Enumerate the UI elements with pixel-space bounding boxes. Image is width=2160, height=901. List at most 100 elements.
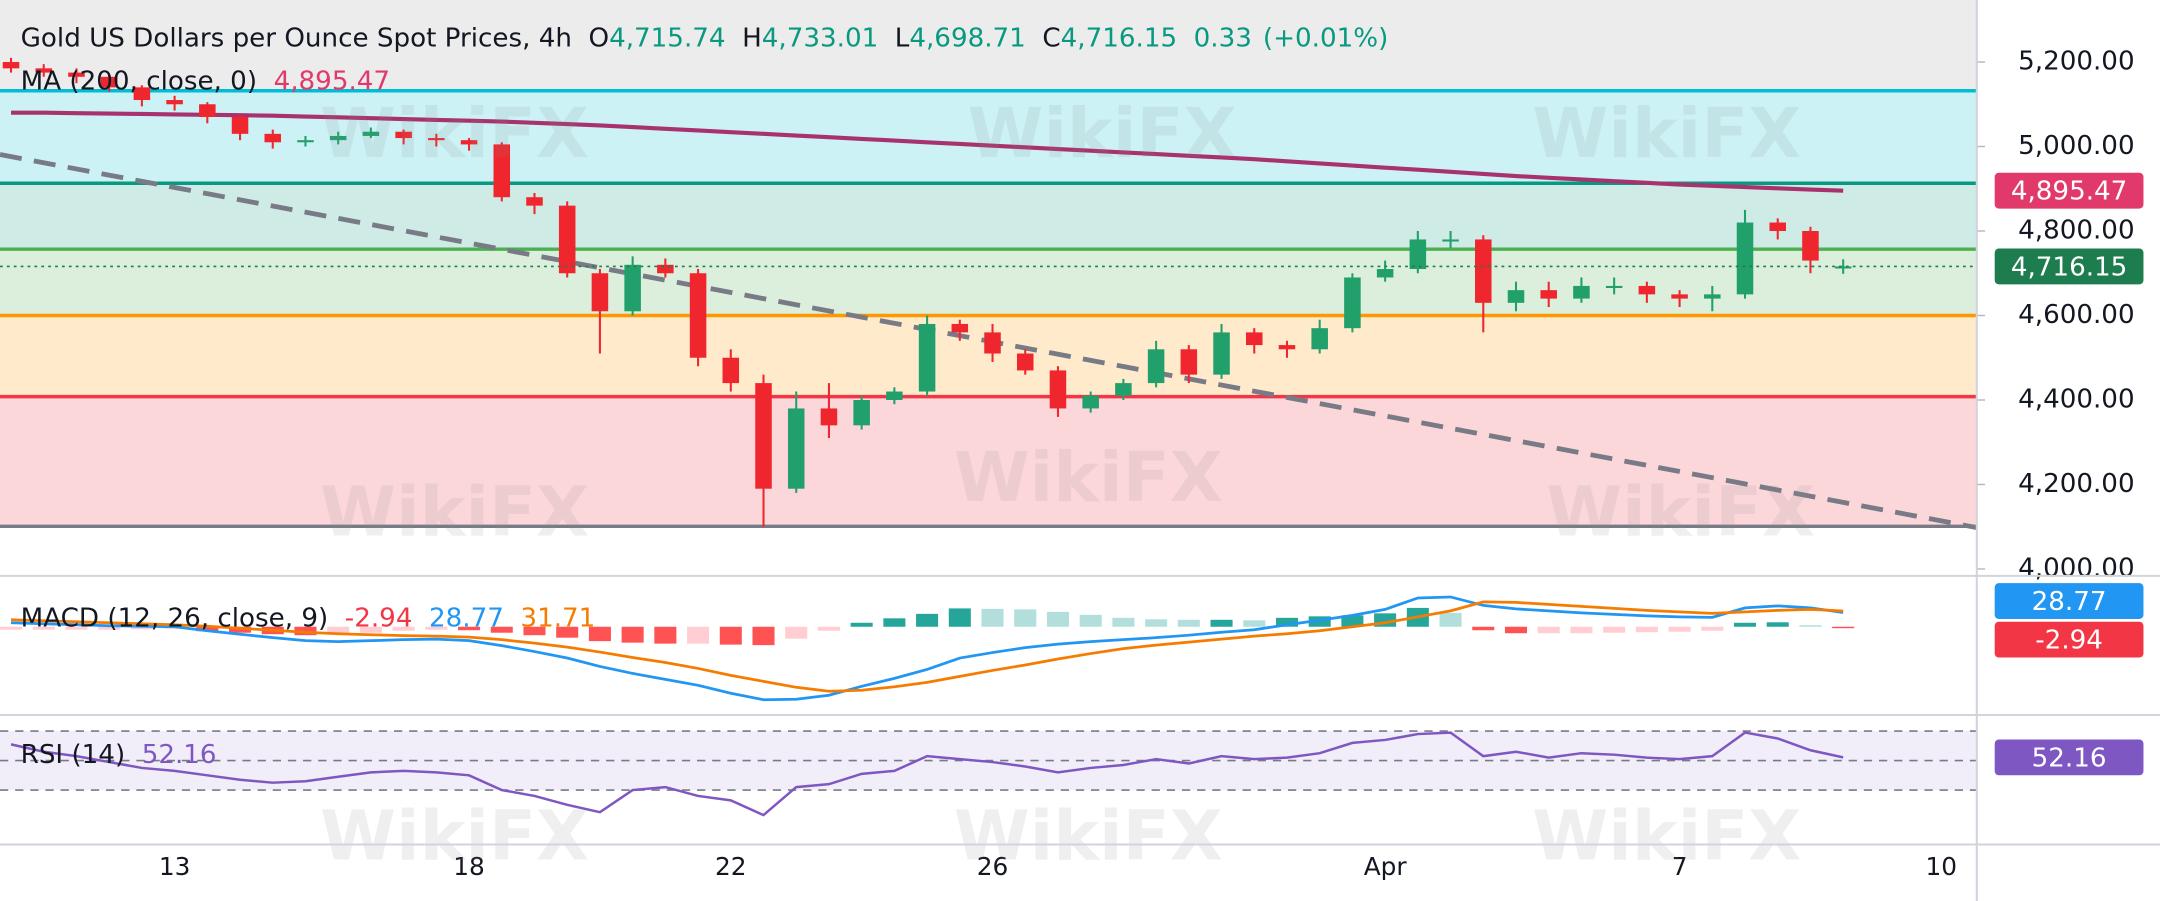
- candle-body: [984, 332, 1001, 354]
- chart-title: Gold US Dollars per Ounce Spot Prices, 4…: [21, 23, 572, 53]
- candle-body: [1442, 239, 1459, 242]
- ma-legend: MA (200, close, 0) 4,895.47: [21, 66, 390, 96]
- candle-body: [199, 104, 216, 117]
- level-band: [0, 183, 1977, 250]
- candle-body: [1507, 290, 1525, 303]
- candle-body: [1573, 285, 1590, 299]
- marks: 13 18 22 26 Apr 7 10 4,000.00 4,200.00 4,400.00 4,…: [0, 47, 2135, 881]
- histogram-bar: [32, 626, 55, 630]
- histogram-bar: [1243, 620, 1266, 627]
- candle-body: [1147, 349, 1165, 384]
- level-band: [0, 315, 1977, 397]
- histogram-bar: [588, 626, 611, 642]
- y-tick-label: 4,600.00: [2018, 300, 2134, 330]
- candle-body: [1082, 395, 1099, 409]
- watermark: WikiFX: [967, 94, 1236, 174]
- signal-value: 31.71: [520, 603, 595, 633]
- ohlc-value: 4,698.71: [909, 23, 1025, 53]
- candle-body: [297, 140, 314, 143]
- candle-body: [1049, 370, 1067, 409]
- candle-body: [591, 273, 609, 312]
- candle-body: [1016, 353, 1034, 371]
- candle-body: [1376, 269, 1394, 278]
- candle-body: [558, 205, 576, 274]
- candle-body: [1245, 332, 1263, 346]
- histogram-bar: [785, 626, 808, 639]
- candle-body: [1802, 231, 1819, 261]
- histogram-bar: [850, 622, 873, 627]
- candle-body: [1704, 294, 1721, 299]
- candle-body: [624, 264, 641, 312]
- x-tick-label: Apr: [1364, 852, 1408, 881]
- y-tick-label: 4,800.00: [2018, 216, 2134, 246]
- price-badge-label: -2.94: [2035, 626, 2103, 656]
- histogram-bar: [621, 626, 644, 643]
- histogram-bar: [1766, 622, 1789, 627]
- candle-body: [1344, 277, 1361, 329]
- histogram-bar: [1603, 626, 1626, 633]
- candle-body: [68, 72, 85, 77]
- histogram-bar: [490, 626, 513, 633]
- histogram-bar: [1014, 609, 1037, 627]
- histogram-bar: [948, 608, 971, 627]
- histogram-bar: [981, 608, 1004, 627]
- y-tick-label: 4,400.00: [2018, 384, 2134, 414]
- candle-body: [100, 76, 118, 88]
- histogram-bar: [1733, 622, 1757, 627]
- x-tick-label: 26: [977, 852, 1009, 881]
- ohlc-value: 4,715.74: [609, 23, 725, 53]
- histogram-bar: [817, 626, 840, 631]
- histogram-bar: [523, 626, 546, 636]
- candle-body: [1180, 349, 1198, 375]
- histogram-bar: [1537, 626, 1560, 634]
- ohlc-value: 4,733.01: [762, 23, 878, 53]
- candle-body: [231, 116, 249, 134]
- candle-body: [722, 357, 740, 384]
- candle-body: [1671, 294, 1688, 299]
- histogram-bar: [1275, 617, 1298, 627]
- price-badge: [1994, 248, 2144, 285]
- watermark: WikiFX: [320, 473, 589, 553]
- signal-line: [10, 600, 1844, 693]
- x-tick-label: 18: [453, 852, 485, 881]
- candle-body: [35, 68, 53, 73]
- price-badge: [1994, 621, 2144, 658]
- candle-body: [460, 140, 478, 145]
- candle-body: [133, 87, 151, 101]
- price-badge-label: 52.16: [2032, 743, 2107, 773]
- macd-hist-value: -2.94: [345, 603, 413, 633]
- candle-body: [526, 197, 543, 206]
- histogram-bar: [359, 626, 382, 633]
- ohlc-value: 4,716.15: [1061, 23, 1177, 53]
- histogram-bar: [98, 626, 121, 630]
- ohlc-key: C: [1042, 23, 1060, 53]
- candle-body: [329, 135, 347, 141]
- price-badge: [1994, 172, 2144, 209]
- histogram-bar: [1504, 626, 1528, 634]
- candle-body: [689, 273, 707, 358]
- histogram-bar: [719, 626, 742, 645]
- candle-body: [166, 100, 183, 105]
- histogram-bar: [1570, 626, 1593, 634]
- level-band: [0, 396, 1977, 527]
- watermark: WikiFX: [954, 796, 1223, 876]
- histogram-bar: [1799, 625, 1822, 627]
- x-tick-label: 22: [715, 852, 747, 881]
- rsi-legend: RSI (14) 52.16: [21, 739, 217, 769]
- candle-body: [1213, 332, 1230, 375]
- candle-body: [362, 131, 380, 136]
- x-tick-label: 7: [1672, 852, 1688, 881]
- candle-body: [264, 133, 282, 143]
- histogram-bar: [458, 626, 481, 631]
- price-badge-label: 28.77: [2032, 587, 2107, 617]
- histogram-bar: [556, 626, 579, 638]
- histogram-bar: [1701, 626, 1724, 631]
- price-badge: [1994, 583, 2144, 619]
- histogram-bar: [65, 626, 88, 630]
- watermark: WikiFX: [320, 796, 589, 876]
- histogram-bar: [1145, 619, 1168, 627]
- candle-body: [755, 383, 772, 489]
- y-tick-label: 4,200.00: [2018, 469, 2134, 499]
- candle-body: [1115, 383, 1132, 396]
- histogram-bar: [752, 626, 775, 646]
